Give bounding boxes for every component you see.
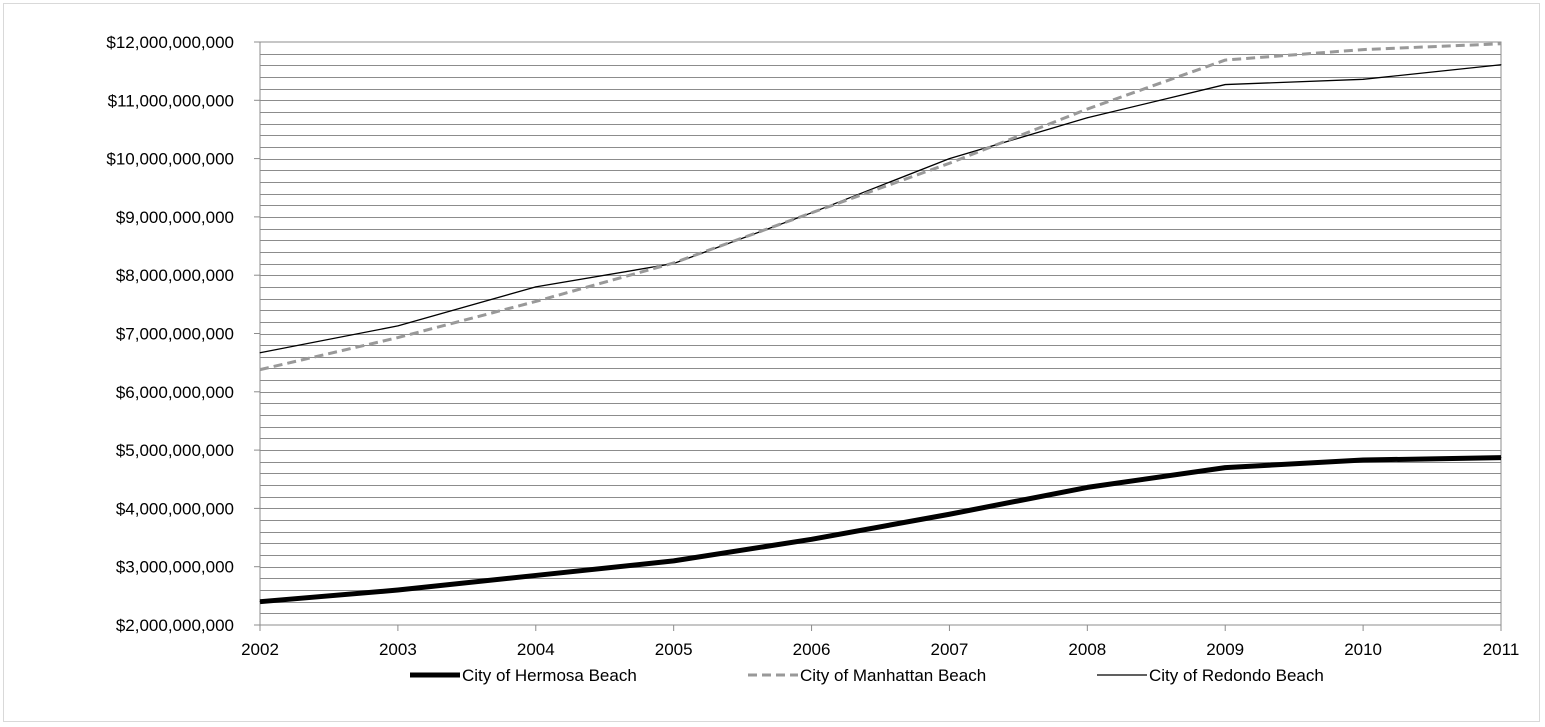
x-tick-label: 2004	[517, 640, 555, 659]
x-tick-label: 2011	[1483, 640, 1520, 659]
y-tick-label: $6,000,000,000	[116, 383, 234, 402]
y-tick-label: $3,000,000,000	[116, 558, 234, 577]
y-tick-label: $5,000,000,000	[116, 441, 234, 460]
data-point	[1086, 108, 1088, 110]
y-tick-label: $4,000,000,000	[116, 499, 234, 518]
data-point	[1500, 64, 1502, 66]
data-point	[535, 300, 537, 302]
data-point	[259, 352, 261, 354]
data-point	[1500, 457, 1502, 459]
data-point	[673, 560, 675, 562]
data-point	[948, 513, 950, 515]
x-tick-label: 2010	[1344, 640, 1382, 659]
y-tick-label: $8,000,000,000	[116, 266, 234, 285]
y-tick-label: $11,000,000,000	[108, 91, 234, 110]
data-point	[397, 325, 399, 327]
data-point	[1362, 49, 1364, 51]
plot-area	[259, 41, 1502, 626]
series-line	[259, 42, 1502, 372]
y-tick-label: $2,000,000,000	[116, 616, 234, 635]
x-tick-label: 2006	[793, 640, 831, 659]
x-tick-label: 2005	[655, 640, 693, 659]
data-point	[673, 262, 675, 264]
data-point	[1086, 117, 1088, 119]
data-point	[811, 538, 813, 540]
data-point	[948, 162, 950, 164]
data-point	[535, 574, 537, 576]
legend-label: City of Hermosa Beach	[462, 666, 637, 685]
x-tick-label: 2008	[1068, 640, 1106, 659]
chart-frame	[3, 3, 1540, 722]
data-point	[1500, 43, 1502, 45]
data-point	[259, 601, 261, 603]
data-point	[259, 369, 261, 371]
legend-label: City of Manhattan Beach	[800, 666, 986, 685]
x-tick-label: 2003	[379, 640, 417, 659]
data-point	[811, 212, 813, 214]
data-point	[1224, 84, 1226, 86]
series-line	[259, 455, 1502, 605]
x-tick-label: 2009	[1206, 640, 1244, 659]
data-point	[1362, 459, 1364, 461]
y-tick-label: $10,000,000,000	[106, 150, 234, 169]
data-point	[397, 337, 399, 339]
y-tick-label: $12,000,000,000	[106, 33, 234, 52]
data-point	[1224, 59, 1226, 61]
y-tick-label: $7,000,000,000	[116, 325, 234, 344]
x-tick-label: 2002	[241, 640, 279, 659]
legend-label: City of Redondo Beach	[1149, 666, 1324, 685]
data-point	[948, 158, 950, 160]
data-point	[1086, 486, 1088, 488]
data-point	[397, 589, 399, 591]
data-point	[1362, 78, 1364, 80]
data-point	[1224, 467, 1226, 469]
data-point	[535, 286, 537, 288]
series-line	[259, 64, 1502, 354]
y-tick-label: $9,000,000,000	[116, 208, 234, 227]
x-tick-label: 2007	[931, 640, 969, 659]
